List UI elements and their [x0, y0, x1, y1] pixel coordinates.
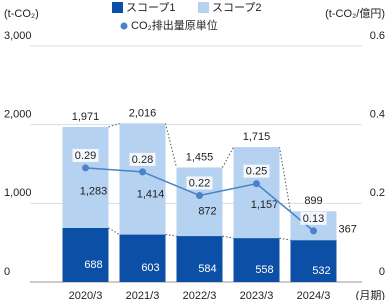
scope1-connector	[165, 234, 177, 237]
intensity-label-bg	[243, 164, 270, 178]
y-tick-label: 3,000	[4, 30, 32, 42]
total-label: 1,971	[72, 111, 100, 123]
legend-swatch	[120, 22, 128, 30]
y2-tick-label: 0.2	[370, 187, 385, 199]
scope1-label: 603	[141, 262, 159, 274]
legend-swatch	[198, 2, 209, 13]
y-unit: (t-CO₂)	[4, 8, 39, 20]
scope1-connector	[222, 235, 234, 239]
total-connector	[222, 146, 234, 168]
intensity-label: 0.13	[303, 213, 324, 225]
intensity-label: 0.28	[132, 154, 153, 166]
y-tick-label: 1,000	[4, 187, 32, 199]
scope1-connector	[279, 237, 291, 241]
intensity-label-bg	[186, 176, 213, 190]
intensity-label: 0.29	[75, 150, 96, 162]
y2-unit: (t-CO₂/億円)	[325, 7, 385, 20]
scope2-label: 1,283	[80, 185, 108, 197]
total-label: 899	[304, 195, 322, 207]
bar-scope2	[62, 126, 109, 228]
scope2-label: 1,414	[137, 188, 165, 200]
total-connector	[165, 123, 177, 168]
bar-scope1	[233, 238, 280, 282]
intensity-point	[82, 164, 89, 172]
total-connector	[279, 147, 291, 212]
bar-scope1	[62, 227, 109, 282]
scope2-label: 872	[198, 205, 216, 217]
x-tick-label: 2020/3	[69, 290, 103, 300]
x-tick-label: 2021/3	[126, 290, 160, 300]
intensity-point	[310, 227, 317, 235]
scope1-connector	[108, 227, 120, 235]
x-tick-label: 2024/3	[297, 290, 331, 300]
total-connector	[108, 122, 120, 128]
x-tick-label: 2022/3	[183, 290, 217, 300]
y-tick-label: 0	[4, 266, 10, 278]
intensity-label-bg	[300, 211, 327, 225]
intensity-label-bg	[129, 152, 156, 166]
bar-scope1	[119, 234, 166, 282]
legend-label: スコープ2	[212, 1, 261, 14]
total-label: 2,016	[129, 107, 157, 119]
bar-scope1	[290, 240, 337, 282]
y2-tick-label: 0	[379, 266, 385, 278]
intensity-point	[196, 191, 203, 199]
legend-label: スコープ1	[126, 1, 175, 14]
total-label: 1,715	[243, 131, 271, 143]
scope2-label: 1,157	[251, 199, 279, 211]
intensity-label: 0.25	[246, 166, 267, 178]
intensity-label: 0.22	[189, 177, 210, 189]
y2-tick-label: 0.6	[370, 30, 385, 42]
scope1-label: 584	[198, 263, 216, 275]
bar-scope1	[176, 236, 223, 282]
bar-scope2	[233, 147, 280, 239]
intensity-point	[139, 168, 146, 176]
scope1-label: 532	[312, 265, 330, 277]
y-tick-label: 2,000	[4, 109, 32, 121]
y2-tick-label: 0.4	[370, 109, 385, 121]
intensity-label-bg	[72, 148, 99, 162]
total-label: 1,455	[186, 151, 214, 163]
scope2-label: 367	[339, 224, 357, 236]
legend-swatch	[112, 2, 123, 13]
intensity-point	[253, 180, 260, 188]
scope1-label: 688	[84, 259, 102, 271]
legend-label: CO₂排出量原単位	[131, 18, 218, 32]
x-unit: (月期)	[356, 289, 385, 300]
x-tick-label: 2023/3	[240, 290, 274, 300]
scope1-label: 558	[255, 264, 273, 276]
